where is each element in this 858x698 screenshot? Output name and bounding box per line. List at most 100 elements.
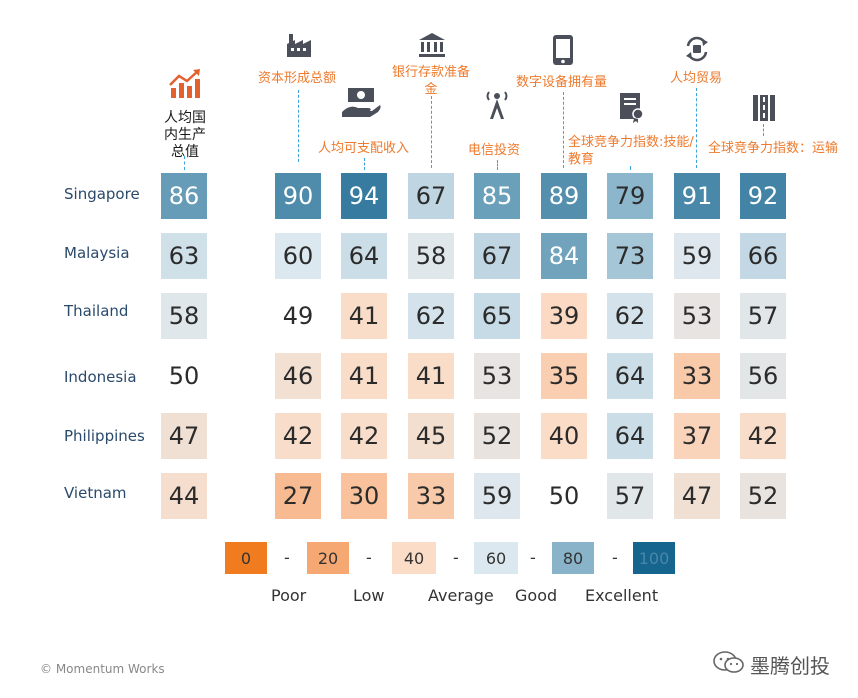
row-label-philippines: Philippines bbox=[64, 427, 145, 445]
heatmap-cell: 46 bbox=[275, 353, 321, 399]
heatmap-cell: 41 bbox=[408, 353, 454, 399]
heatmap-cell: 59 bbox=[674, 233, 720, 279]
heatmap-cell: 64 bbox=[607, 413, 653, 459]
brand-name: 墨腾创投 bbox=[750, 654, 830, 678]
column-label-skills-education: 全球竞争力指数:技能/ 教育 bbox=[568, 135, 694, 167]
legend-stop-80: 80 bbox=[552, 542, 594, 574]
heatmap-cell: 62 bbox=[607, 293, 653, 339]
heatmap-cell: 64 bbox=[341, 233, 387, 279]
heatmap-cell: 39 bbox=[541, 293, 587, 339]
column-label-telecom-investment: 电信投资 bbox=[468, 143, 521, 158]
row-label-vietnam: Vietnam bbox=[64, 484, 127, 502]
legend-separator: - bbox=[366, 548, 372, 567]
heatmap-cell: 44 bbox=[161, 473, 207, 519]
heatmap-cell: 89 bbox=[541, 173, 587, 219]
heatmap-cell: 45 bbox=[408, 413, 454, 459]
row-label-malaysia: Malaysia bbox=[64, 244, 130, 262]
legend-stop-60: 60 bbox=[474, 542, 518, 574]
heatmap-cell: 47 bbox=[161, 413, 207, 459]
legend-separator: - bbox=[453, 548, 459, 567]
connector-line bbox=[364, 158, 365, 170]
heatmap-cell: 57 bbox=[740, 293, 786, 339]
heatmap-cell: 90 bbox=[275, 173, 321, 219]
heatmap-cell: 27 bbox=[275, 473, 321, 519]
road-icon bbox=[753, 95, 775, 121]
connector-line bbox=[630, 166, 631, 170]
growth-chart-icon bbox=[169, 69, 200, 98]
copyright-text: © Momentum Works bbox=[40, 662, 165, 676]
heatmap-cell: 62 bbox=[408, 293, 454, 339]
legend-stop-100: 100 bbox=[633, 542, 675, 574]
heatmap-cell: 37 bbox=[674, 413, 720, 459]
heatmap-cell: 84 bbox=[541, 233, 587, 279]
heatmap-cell: 56 bbox=[740, 353, 786, 399]
column-label-trade-per-capita: 人均贸易 bbox=[670, 71, 723, 86]
heatmap-cell: 30 bbox=[341, 473, 387, 519]
connector-line bbox=[184, 156, 185, 170]
legend-category-low: Low bbox=[353, 586, 385, 605]
heatmap-cell: 41 bbox=[341, 293, 387, 339]
heatmap-cell: 50 bbox=[161, 353, 207, 399]
heatmap-cell: 92 bbox=[740, 173, 786, 219]
trade-exchange-icon bbox=[686, 36, 708, 62]
legend-category-excellent: Excellent bbox=[585, 586, 659, 605]
connector-line bbox=[431, 96, 432, 168]
column-label-transport: 全球竞争力指数：运输 bbox=[708, 141, 839, 156]
heatmap-cell: 67 bbox=[408, 173, 454, 219]
heatmap-cell: 66 bbox=[740, 233, 786, 279]
heatmap-cell: 60 bbox=[275, 233, 321, 279]
legend-category-average: Average bbox=[428, 586, 494, 605]
heatmap-cell: 50 bbox=[541, 473, 587, 519]
heatmap-cell: 52 bbox=[740, 473, 786, 519]
column-label-digital-devices: 数字设备拥有量 bbox=[516, 75, 608, 90]
heatmap-cell: 47 bbox=[674, 473, 720, 519]
connector-line bbox=[298, 90, 299, 162]
connector-line bbox=[696, 88, 697, 168]
heatmap-cell: 67 bbox=[474, 233, 520, 279]
legend-stop-40: 40 bbox=[392, 542, 436, 574]
legend-separator: - bbox=[612, 548, 618, 567]
legend-category-good: Good bbox=[515, 586, 558, 605]
heatmap-cell: 91 bbox=[674, 173, 720, 219]
connector-line bbox=[497, 160, 498, 170]
heatmap-cell: 85 bbox=[474, 173, 520, 219]
heatmap-cell: 59 bbox=[474, 473, 520, 519]
certificate-icon bbox=[620, 93, 644, 123]
heatmap-cell: 41 bbox=[341, 353, 387, 399]
factory-icon bbox=[287, 34, 311, 57]
connector-line bbox=[563, 92, 564, 168]
column-label-capital-formation: 资本形成总额 bbox=[258, 71, 337, 86]
heatmap-cell: 64 bbox=[607, 353, 653, 399]
heatmap-cell: 79 bbox=[607, 173, 653, 219]
heatmap-cell: 86 bbox=[161, 173, 207, 219]
heatmap-cell: 52 bbox=[474, 413, 520, 459]
heatmap-cell: 40 bbox=[541, 413, 587, 459]
heatmap-cell: 53 bbox=[674, 293, 720, 339]
legend-stop-20: 20 bbox=[307, 542, 349, 574]
row-label-thailand: Thailand bbox=[64, 302, 129, 320]
column-label-gdp-per-capita: 人均国 内生产 总值 bbox=[164, 110, 206, 160]
smartphone-icon bbox=[553, 35, 573, 65]
column-label-bank-reserves: 银行存款准备 金 bbox=[392, 65, 471, 97]
heatmap-cell: 73 bbox=[607, 233, 653, 279]
legend-category-poor: Poor bbox=[271, 586, 307, 605]
heatmap-cell: 42 bbox=[740, 413, 786, 459]
wechat-icon bbox=[713, 651, 744, 673]
connector-line bbox=[763, 124, 764, 136]
heatmap-cell: 58 bbox=[161, 293, 207, 339]
row-label-indonesia: Indonesia bbox=[64, 368, 137, 386]
heatmap-cell: 65 bbox=[474, 293, 520, 339]
heatmap-cell: 49 bbox=[275, 293, 321, 339]
heatmap-cell: 42 bbox=[275, 413, 321, 459]
heatmap-cell: 94 bbox=[341, 173, 387, 219]
row-label-singapore: Singapore bbox=[64, 185, 140, 203]
cash-hand-icon bbox=[342, 88, 381, 117]
heatmap-cell: 35 bbox=[541, 353, 587, 399]
heatmap-cell: 57 bbox=[607, 473, 653, 519]
legend-separator: - bbox=[284, 548, 290, 567]
heatmap-cell: 33 bbox=[408, 473, 454, 519]
telecom-tower-icon bbox=[486, 91, 508, 119]
bank-icon bbox=[419, 33, 445, 57]
column-label-disposable-income: 人均可支配收入 bbox=[318, 141, 410, 156]
heatmap-cell: 58 bbox=[408, 233, 454, 279]
